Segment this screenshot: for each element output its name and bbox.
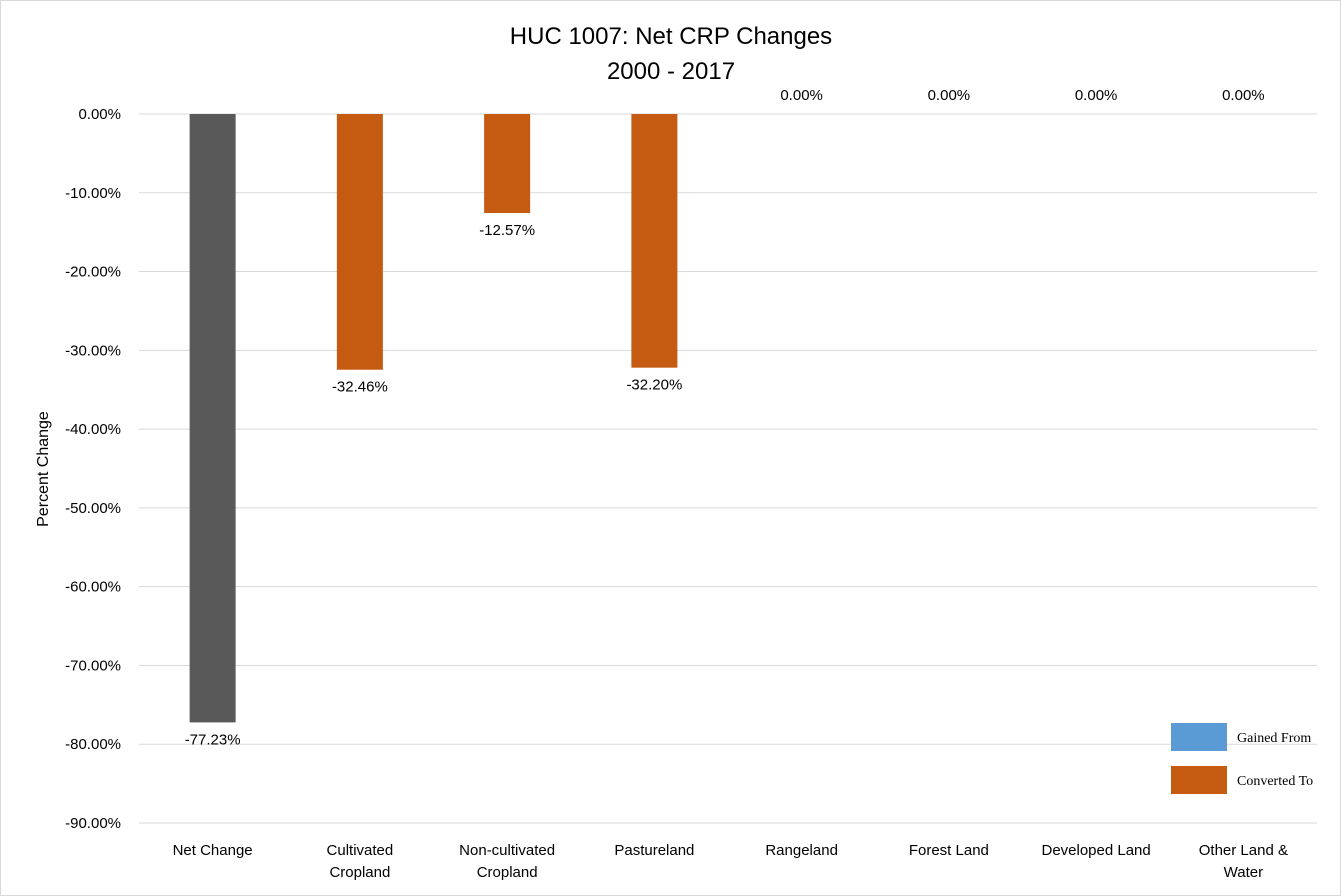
data-label: 0.00% bbox=[928, 87, 971, 104]
data-label: 0.00% bbox=[780, 87, 823, 104]
bar bbox=[631, 114, 678, 368]
data-label: -77.23% bbox=[185, 731, 241, 748]
x-category-label: Water bbox=[1224, 864, 1263, 881]
legend-swatch bbox=[1171, 723, 1227, 751]
bars bbox=[189, 114, 678, 723]
data-label: -32.20% bbox=[626, 377, 682, 394]
x-category-label: Non-cultivated bbox=[459, 842, 555, 859]
bar bbox=[484, 114, 531, 214]
y-tick-label: -70.00% bbox=[65, 657, 121, 674]
data-label: 0.00% bbox=[1075, 87, 1118, 104]
y-tick-label: -40.00% bbox=[65, 421, 121, 438]
y-tick-label: -20.00% bbox=[65, 264, 121, 281]
bar bbox=[336, 114, 383, 370]
x-category-label: Net Change bbox=[173, 842, 253, 859]
data-label: -12.57% bbox=[479, 222, 535, 239]
data-label: -32.46% bbox=[332, 379, 388, 396]
y-tick-label: -50.00% bbox=[65, 500, 121, 517]
y-tick-label: 0.00% bbox=[78, 106, 121, 123]
x-category-label: Other Land & bbox=[1199, 842, 1288, 859]
chart-title-line: HUC 1007: Net CRP Changes bbox=[510, 23, 832, 50]
x-category-label: Cultivated bbox=[327, 842, 394, 859]
y-tick-label: -80.00% bbox=[65, 736, 121, 753]
gridlines bbox=[139, 113, 1317, 824]
y-tick-label: -10.00% bbox=[65, 185, 121, 202]
bar bbox=[189, 114, 236, 723]
x-category-label: Pastureland bbox=[614, 842, 694, 859]
y-tick-label: -60.00% bbox=[65, 579, 121, 596]
y-tick-label: -90.00% bbox=[65, 815, 121, 832]
y-axis-label: Percent Change bbox=[35, 411, 52, 527]
x-category-label: Rangeland bbox=[765, 842, 838, 859]
x-category-labels: Net Change Cultivated Cropland Non-cultivat… bbox=[173, 842, 1288, 881]
legend-swatch bbox=[1171, 766, 1227, 794]
data-label: 0.00% bbox=[1222, 87, 1265, 104]
y-tick-labels: 0.00% -10.00% -20.00% -30.00% -40.00% -50.00%… bbox=[65, 106, 121, 832]
x-category-label: Developed Land bbox=[1041, 842, 1150, 859]
x-category-label: Cropland bbox=[477, 864, 538, 881]
legend: Gained From Converted To bbox=[1171, 723, 1313, 794]
x-category-label: Forest Land bbox=[909, 842, 989, 859]
legend-label: Converted To bbox=[1237, 774, 1313, 789]
data-labels: -77.23% -32.46% -12.57% -32.20% 0.00% 0.00% 0.… bbox=[185, 87, 1265, 748]
legend-label: Gained From bbox=[1237, 731, 1311, 746]
chart-subtitle-line: 2000 - 2017 bbox=[607, 58, 735, 85]
chart-title: HUC 1007: Net CRP Changes 2000 - 2017 bbox=[510, 23, 832, 85]
x-category-label: Cropland bbox=[329, 864, 390, 881]
y-tick-label: -30.00% bbox=[65, 342, 121, 359]
